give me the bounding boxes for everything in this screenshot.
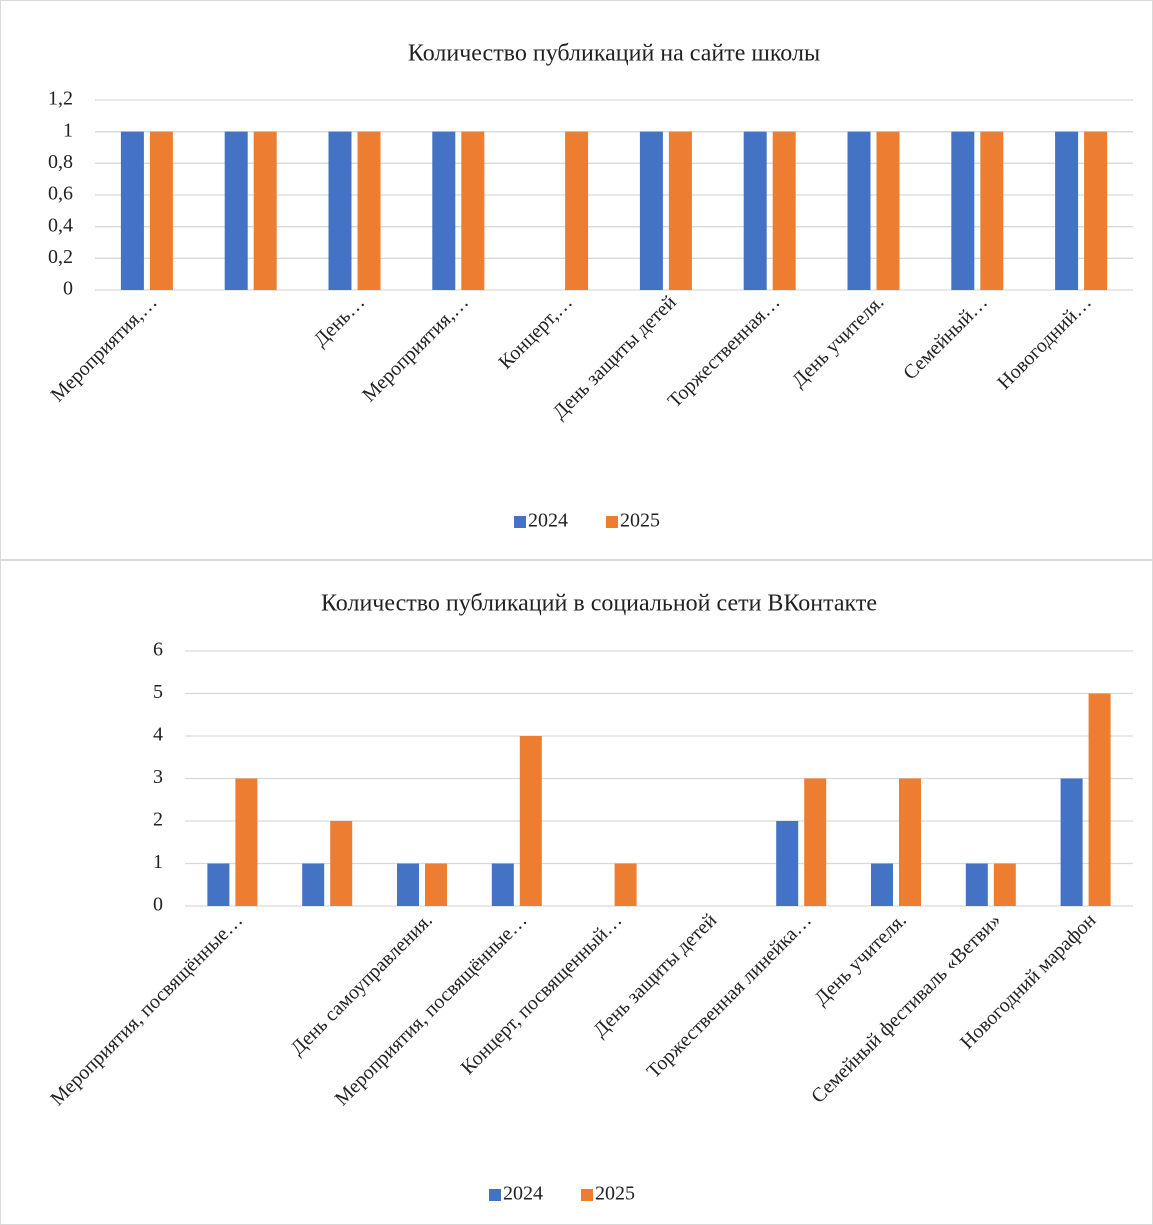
bar <box>876 131 900 290</box>
legend-label: 2025 <box>595 1183 635 1205</box>
bar <box>224 131 248 290</box>
bar <box>120 131 144 290</box>
bar <box>743 131 767 290</box>
x-tick-label: День учителя. <box>810 909 911 1010</box>
bar <box>425 863 447 906</box>
bar <box>235 778 258 906</box>
legend-swatch <box>581 1189 593 1201</box>
bar <box>302 863 325 906</box>
legend-label: 2024 <box>528 510 568 532</box>
bar <box>328 131 352 290</box>
y-tick-label: 4 <box>153 724 163 746</box>
bar <box>776 821 799 906</box>
bar <box>357 131 381 290</box>
y-tick-label: 0,8 <box>48 151 73 173</box>
legend-label: 2025 <box>620 510 660 532</box>
x-tick-label: Мероприятия,… <box>358 291 473 406</box>
legend-label: 2024 <box>503 1183 543 1205</box>
y-tick-label: 0,2 <box>48 246 73 268</box>
y-tick-label: 0,6 <box>48 183 73 205</box>
bar <box>951 131 975 290</box>
x-tick-label: Семейный… <box>899 291 992 384</box>
x-tick-label: День учителя. <box>788 291 889 392</box>
x-tick-label: Семейный фестиваль «Ветви» <box>807 909 1005 1107</box>
y-tick-label: 0,4 <box>48 214 73 236</box>
y-tick-label: 1 <box>63 119 73 141</box>
x-tick-label: Торжественная линейка… <box>643 909 816 1082</box>
bar <box>461 131 485 290</box>
bar <box>253 131 277 290</box>
bar <box>207 863 230 906</box>
bar <box>899 778 921 906</box>
bar <box>980 131 1004 290</box>
y-tick-label: 3 <box>153 766 163 788</box>
bar <box>1060 778 1083 906</box>
bar <box>804 778 827 906</box>
y-tick-label: 5 <box>153 681 163 703</box>
bar <box>871 863 893 906</box>
bar <box>668 131 692 290</box>
legend-swatch <box>606 516 618 528</box>
chart-title: Количество публикаций в социальной сети … <box>321 591 877 617</box>
bar <box>330 821 353 906</box>
y-tick-label: 0 <box>63 278 73 300</box>
legend-swatch <box>514 516 526 528</box>
y-tick-label: 0 <box>153 894 163 916</box>
y-tick-label: 1,2 <box>48 88 73 110</box>
bar <box>772 131 796 290</box>
bar <box>639 131 663 290</box>
bar <box>397 863 419 906</box>
bar <box>565 131 589 290</box>
chart-title: Количество публикаций на сайте школы <box>408 41 820 67</box>
x-tick-label: Концерт, посвященный… <box>457 909 627 1079</box>
x-tick-label: Новогодний… <box>993 291 1096 394</box>
bar <box>965 863 988 906</box>
bar <box>1084 131 1108 290</box>
x-tick-label: Мероприятия, посвящённые… <box>331 909 532 1110</box>
x-tick-label: Торжественная… <box>664 291 785 412</box>
bar <box>993 863 1016 906</box>
y-tick-label: 2 <box>153 809 163 831</box>
x-tick-label: Мероприятия, посвящённые… <box>46 909 247 1110</box>
y-tick-label: 6 <box>153 639 163 661</box>
legend-swatch <box>489 1189 501 1201</box>
bar <box>149 131 173 290</box>
bar <box>1088 693 1111 906</box>
bar <box>847 131 871 290</box>
x-tick-label: Мероприятия,… <box>47 291 162 406</box>
y-tick-label: 1 <box>153 851 163 873</box>
bar <box>614 863 637 906</box>
x-tick-label: День… <box>309 291 369 351</box>
x-tick-label: Концерт,… <box>494 291 576 373</box>
bar <box>1055 131 1079 290</box>
bar <box>432 131 456 290</box>
bar <box>519 736 542 906</box>
bar <box>491 863 514 906</box>
